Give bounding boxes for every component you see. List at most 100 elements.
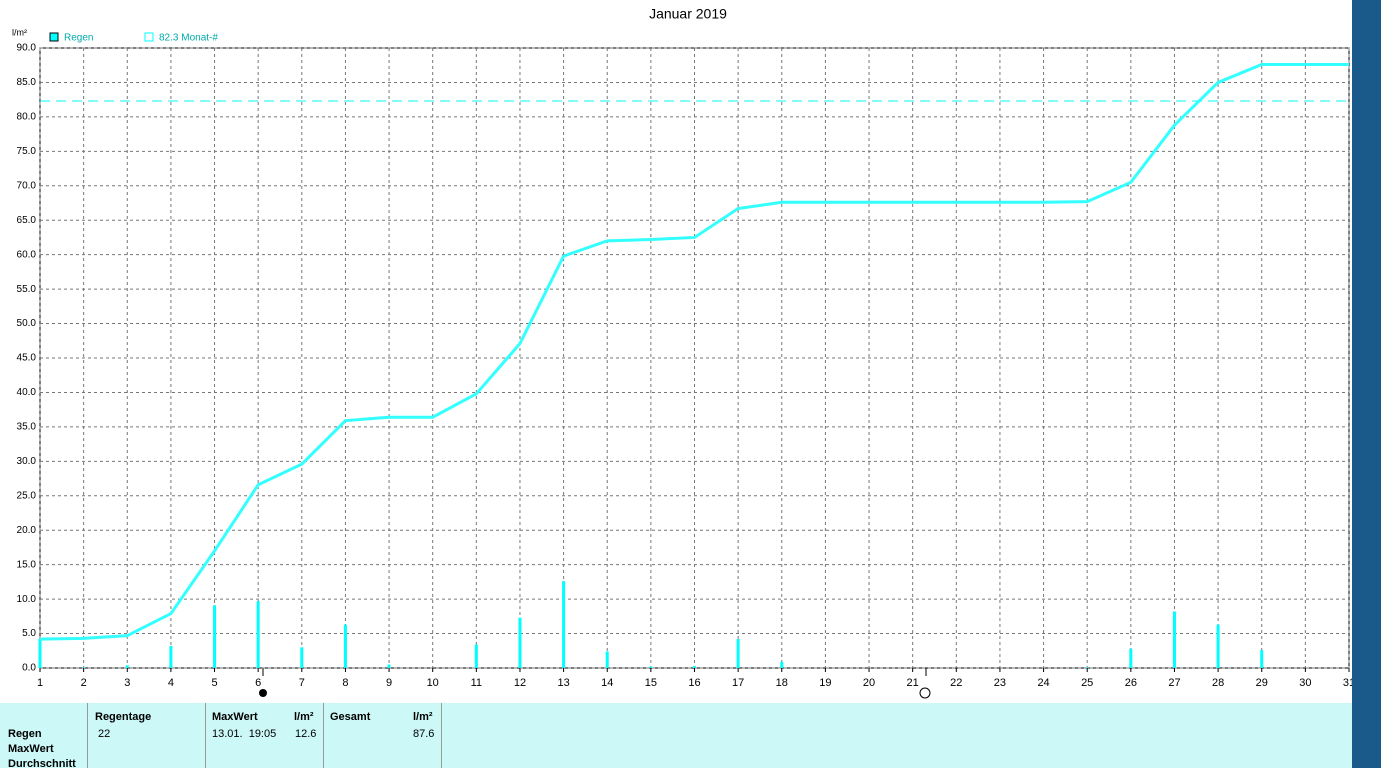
desktop-edge <box>1352 0 1381 768</box>
bar <box>780 661 784 668</box>
y-tick-label: 55.0 <box>17 284 37 295</box>
y-tick-label: 15.0 <box>17 559 37 570</box>
y-tick-label: 70.0 <box>17 180 37 191</box>
header: l/m² <box>413 711 433 723</box>
legend-swatch <box>49 32 59 42</box>
x-tick-label: 18 <box>776 677 788 689</box>
bar <box>605 651 609 668</box>
cell: 13.01. 19:05 <box>212 728 277 740</box>
y-tick-label: 10.0 <box>17 594 37 605</box>
moon-full <box>919 687 931 699</box>
bar <box>736 639 740 668</box>
x-tick-label: 14 <box>601 677 613 689</box>
x-tick-label: 19 <box>819 677 831 689</box>
x-tick-label: 1 <box>37 677 43 689</box>
bar <box>1172 611 1176 668</box>
y-tick-label: 80.0 <box>17 112 37 123</box>
header: Gesamt <box>330 711 371 723</box>
bar <box>474 644 478 668</box>
y-tick-label: 20.0 <box>17 525 37 536</box>
bar <box>343 624 347 668</box>
bar <box>300 647 304 668</box>
x-tick-label: 22 <box>950 677 962 689</box>
chart-title: Januar 2019 <box>649 6 727 22</box>
legend-label: Regen <box>64 33 93 44</box>
y-tick-label: 30.0 <box>17 456 37 467</box>
bar <box>169 645 173 668</box>
header: MaxWert <box>212 711 258 723</box>
separator <box>205 703 206 768</box>
y-tick-label: 5.0 <box>22 628 36 639</box>
x-tick-label: 30 <box>1299 677 1311 689</box>
row-label: Regen <box>8 728 42 740</box>
x-tick-label: 28 <box>1212 677 1224 689</box>
x-tick-label: 7 <box>299 677 305 689</box>
y-tick-label: 0.0 <box>22 663 36 674</box>
summary-panel: Regentage MaxWert l/m² Gesamt l/m² Regen… <box>0 703 1352 770</box>
y-tick-label: 35.0 <box>17 422 37 433</box>
y-tick-label: 50.0 <box>17 318 37 329</box>
y-tick-label: 25.0 <box>17 490 37 501</box>
x-tick-label: 6 <box>255 677 261 689</box>
y-tick-label: 90.0 <box>17 43 37 54</box>
bar <box>82 667 86 668</box>
y-tick-label: 45.0 <box>17 353 37 364</box>
x-tick-label: 10 <box>427 677 439 689</box>
legend-label: 82.3 Monat-# <box>159 33 218 44</box>
x-tick-label: 20 <box>863 677 875 689</box>
x-tick-label: 24 <box>1037 677 1049 689</box>
chart: Januar 2019 l/m² 0.0 5.0 10.0 15.0 20.0 25.0 3… <box>12 6 1352 699</box>
bar <box>1129 648 1133 668</box>
x-tick-label: 9 <box>386 677 392 689</box>
moon-new <box>259 689 267 697</box>
cell: 22 <box>98 728 111 740</box>
row-label: MaxWert <box>8 743 54 755</box>
x-tick-label: 31 <box>1343 677 1352 689</box>
x-tick-label: 17 <box>732 677 744 689</box>
legend-swatch <box>144 32 154 42</box>
x-tick-label: 23 <box>994 677 1006 689</box>
bar <box>1216 624 1220 668</box>
x-tick-label: 13 <box>557 677 569 689</box>
x-tick-label: 16 <box>688 677 700 689</box>
x-tick-label: 3 <box>124 677 130 689</box>
x-tick-label: 12 <box>514 677 526 689</box>
line <box>39 63 1349 641</box>
x-tick-label: 11 <box>471 677 482 689</box>
x-tick-label: 21 <box>907 677 919 689</box>
y-tick-label: 40.0 <box>17 387 37 398</box>
separator <box>323 703 324 768</box>
bar <box>1260 650 1264 668</box>
bar <box>693 665 696 668</box>
header: l/m² <box>294 711 314 723</box>
bar <box>1085 667 1089 668</box>
bar <box>649 666 653 668</box>
separator <box>441 703 442 768</box>
x-tick-label: 5 <box>211 677 217 689</box>
x-tick-label: 25 <box>1081 677 1093 689</box>
y-unit: l/m² <box>12 27 27 37</box>
cell: 87.6 <box>413 728 435 740</box>
y-tick-label: 85.0 <box>17 77 37 88</box>
x-tick-label: 8 <box>342 677 348 689</box>
cell: 12.6 <box>295 728 317 740</box>
row-label: Durchschnitt <box>8 758 76 770</box>
x-tick-label: 15 <box>645 677 657 689</box>
bar <box>387 664 391 668</box>
header: Regentage <box>95 711 152 723</box>
y-tick-label: 65.0 <box>17 215 37 226</box>
x-tick-label: 4 <box>168 677 174 689</box>
y-tick-label: 60.0 <box>17 249 37 260</box>
bar <box>38 639 42 668</box>
separator <box>87 703 88 768</box>
x-tick-label: 26 <box>1125 677 1137 689</box>
x-tick-label: 29 <box>1256 677 1268 689</box>
bar <box>213 605 217 668</box>
bar <box>518 617 522 668</box>
x-tick-label: 27 <box>1168 677 1180 689</box>
bar <box>125 665 129 668</box>
bar <box>256 601 260 668</box>
x-tick-label: 2 <box>81 677 87 689</box>
bar <box>562 581 566 668</box>
